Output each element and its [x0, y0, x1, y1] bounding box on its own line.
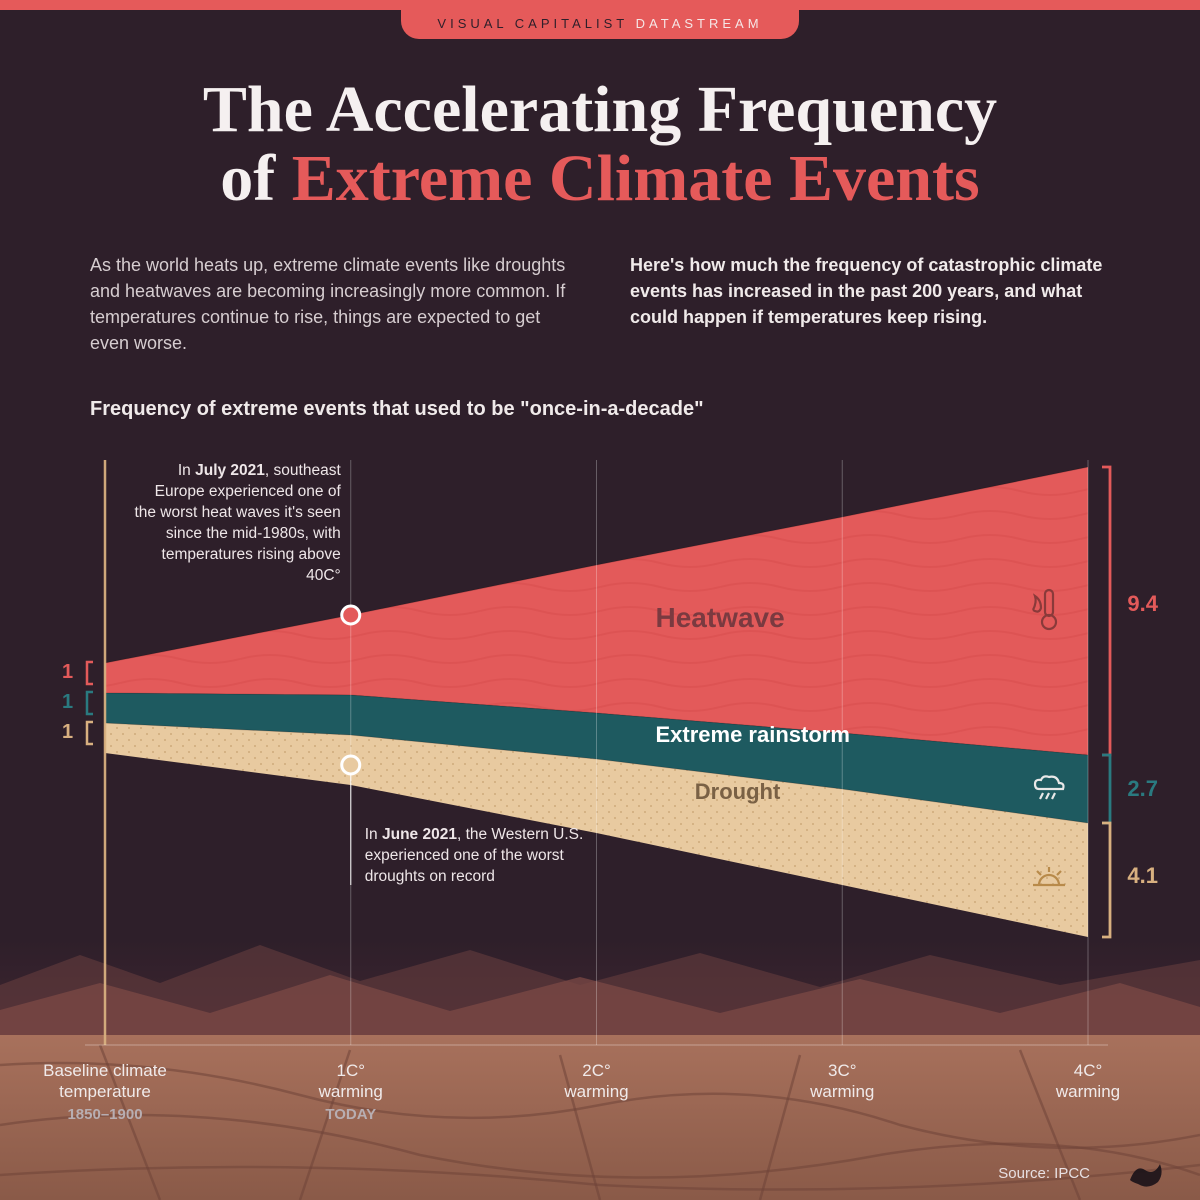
right-value-label: 2.7: [1127, 776, 1158, 802]
title-line2-pre: of: [220, 142, 291, 215]
chart-title: Frequency of extreme events that used to…: [90, 398, 1200, 421]
x-axis-label: 3C°warming: [810, 1060, 874, 1103]
brand-pill: VISUAL CAPITALIST DATASTREAM: [401, 8, 798, 39]
chart-container: Heatwave Extreme rainstorm Drought Baselin…: [0, 455, 1200, 1200]
left-value-label: 1: [62, 721, 73, 744]
left-value-label: 1: [62, 661, 73, 684]
title-line1: The Accelerating Frequency: [203, 73, 997, 146]
source-text: Source: IPCC: [998, 1165, 1090, 1182]
intro-right: Here's how much the frequency of catastr…: [630, 252, 1110, 356]
intro-columns: As the world heats up, extreme climate e…: [90, 252, 1110, 356]
x-axis-label: 4C°warming: [1056, 1060, 1120, 1103]
x-axis-label: 1C°warmingTODAY: [319, 1060, 383, 1124]
page-title: The Accelerating Frequency of Extreme Cl…: [0, 75, 1200, 214]
title-line2-accent: Extreme Climate Events: [292, 142, 980, 215]
annotation-marker-heatwave: [342, 606, 360, 624]
intro-left: As the world heats up, extreme climate e…: [90, 252, 570, 356]
brand-left: VISUAL CAPITALIST: [437, 16, 628, 31]
right-value-label: 4.1: [1127, 863, 1158, 889]
series-label: Drought: [695, 779, 781, 804]
left-value-label: 1: [62, 691, 73, 714]
brand-right: DATASTREAM: [636, 16, 763, 31]
brand-logo-icon: [1120, 1152, 1170, 1188]
annotation-drought: In June 2021, the Western U.S. experienc…: [365, 825, 595, 888]
x-axis-label: 2C°warming: [564, 1060, 628, 1103]
annotation-heatwave: In July 2021, southeast Europe experienc…: [131, 461, 341, 587]
series-label: Extreme rainstorm: [655, 722, 849, 747]
right-value-label: 9.4: [1127, 591, 1158, 617]
series-label: Heatwave: [655, 602, 784, 633]
annotation-marker-drought: [342, 756, 360, 774]
x-axis-label: Baseline climatetemperature1850–1900: [43, 1060, 167, 1124]
